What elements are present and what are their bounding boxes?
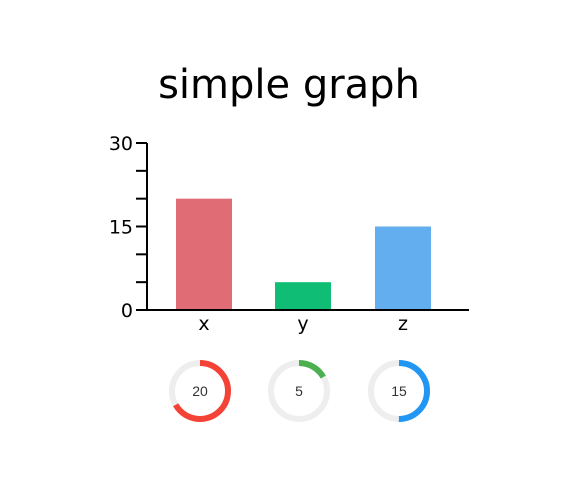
donut-row: 20 5 15 (169, 360, 430, 422)
y-tick-label-0: 0 (121, 300, 133, 322)
chart-title: simple graph (158, 62, 420, 108)
donut-z: 15 (368, 360, 430, 422)
donut-arc (169, 360, 231, 422)
category-labels: x y z (198, 313, 408, 335)
bar-y (275, 282, 331, 310)
donut-arc (268, 360, 330, 422)
y-tick-label-30: 30 (109, 133, 133, 155)
donut-value-label: 15 (391, 383, 407, 399)
category-label-y: y (297, 313, 308, 335)
donut-y: 5 (268, 360, 330, 422)
y-tick-label-15: 15 (109, 217, 133, 239)
category-label-x: x (198, 313, 209, 335)
donut-value-label: 5 (295, 383, 303, 399)
category-label-z: z (398, 313, 408, 335)
ticks-layer: 0 15 30 (109, 133, 147, 322)
donut-x: 20 (169, 360, 231, 422)
donut-value-label: 20 (192, 383, 208, 399)
donut-arc (368, 360, 430, 422)
bar-x (176, 198, 232, 310)
bar-z (375, 226, 431, 310)
bars-layer (176, 198, 431, 310)
